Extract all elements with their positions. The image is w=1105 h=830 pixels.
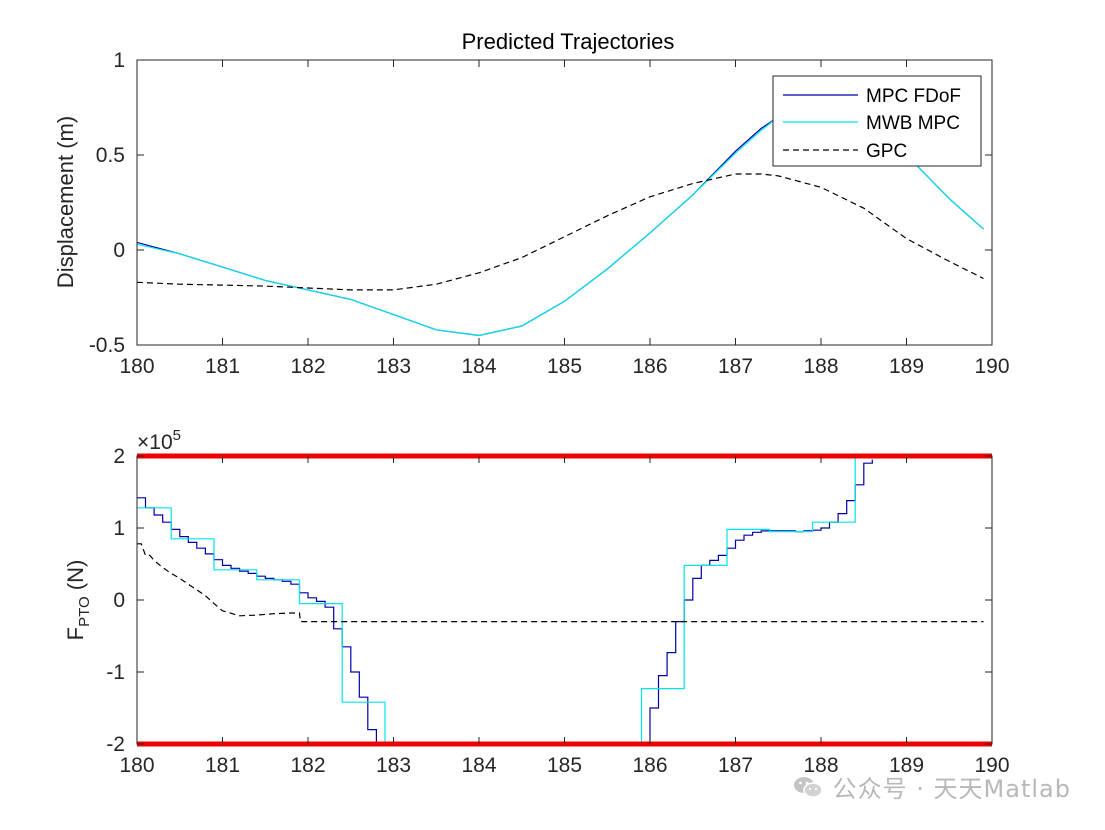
x-tick-label: 183 <box>376 355 411 378</box>
y-tick-label: 2 <box>113 445 125 468</box>
x-tick-label: 182 <box>290 754 325 777</box>
x-tick-label: 188 <box>803 355 838 378</box>
legend-label-mwb-mpc: MWB MPC <box>866 113 960 134</box>
x-tick-label: 185 <box>547 355 582 378</box>
y-axis-label-force: FPTO (N) <box>63 560 93 641</box>
x-tick-label: 183 <box>376 754 411 777</box>
y-axis-label-force-sub: PTO <box>76 596 93 627</box>
x-tick-label: 190 <box>974 355 1009 378</box>
wechat-icon <box>793 776 823 798</box>
y-tick-label: -2 <box>106 733 125 756</box>
x-tick-label: 180 <box>119 355 154 378</box>
y-axis-label-displacement: Displacement (m) <box>53 116 78 288</box>
x-tick-label: 186 <box>632 355 667 378</box>
y-axis-multiplier-exponent: 5 <box>173 427 181 444</box>
series-line-mwb-mpc <box>137 456 864 744</box>
x-tick-label: 180 <box>119 754 154 777</box>
x-tick-label: 188 <box>803 754 838 777</box>
x-tick-label: 185 <box>547 754 582 777</box>
y-axis-multiplier: ×105 <box>137 427 181 454</box>
y-axis-label-force-main: F <box>63 627 88 640</box>
x-tick-label: 187 <box>718 355 753 378</box>
x-tick-label: 189 <box>889 754 924 777</box>
y-tick-label: 0 <box>113 589 125 612</box>
x-tick-label: 187 <box>718 754 753 777</box>
y-tick-label: 1 <box>113 49 125 72</box>
series-line-gpc <box>137 173 984 291</box>
series-line-gpc <box>137 543 984 623</box>
y-tick-label: 0 <box>113 239 125 262</box>
legend: MPC FDoF MWB MPC GPC <box>772 75 982 167</box>
legend-box <box>772 75 982 167</box>
x-tick-label: 190 <box>974 754 1009 777</box>
x-tick-label: 181 <box>205 754 240 777</box>
watermark-text: 公众号 · 天天Matlab <box>832 775 1071 803</box>
x-tick-label: 189 <box>889 355 924 378</box>
y-tick-label: 1 <box>113 517 125 540</box>
x-tick-label: 181 <box>205 355 240 378</box>
chart-title: Predicted Trajectories <box>462 29 675 54</box>
y-axis-multiplier-prefix: ×10 <box>137 431 173 454</box>
x-tick-label: 184 <box>461 355 496 378</box>
watermark: 公众号 · 天天Matlab <box>793 769 1071 804</box>
x-tick-label: 184 <box>461 754 496 777</box>
x-tick-label: 182 <box>290 355 325 378</box>
y-tick-label: -0.5 <box>89 334 125 357</box>
displacement-axes: Predicted Trajectories Displacement (m) … <box>53 29 1010 378</box>
y-axis-label-force-unit: (N) <box>63 560 88 597</box>
y-tick-label: 0.5 <box>96 144 125 167</box>
legend-label-gpc: GPC <box>866 141 907 162</box>
x-tick-label: 186 <box>632 754 667 777</box>
force-axes: FPTO (N) ×105 180 181 182 183 184 185 186 187 18… <box>63 427 1010 777</box>
legend-label-mpc-fdof: MPC FDoF <box>866 86 961 107</box>
y-tick-label: -1 <box>106 661 125 684</box>
